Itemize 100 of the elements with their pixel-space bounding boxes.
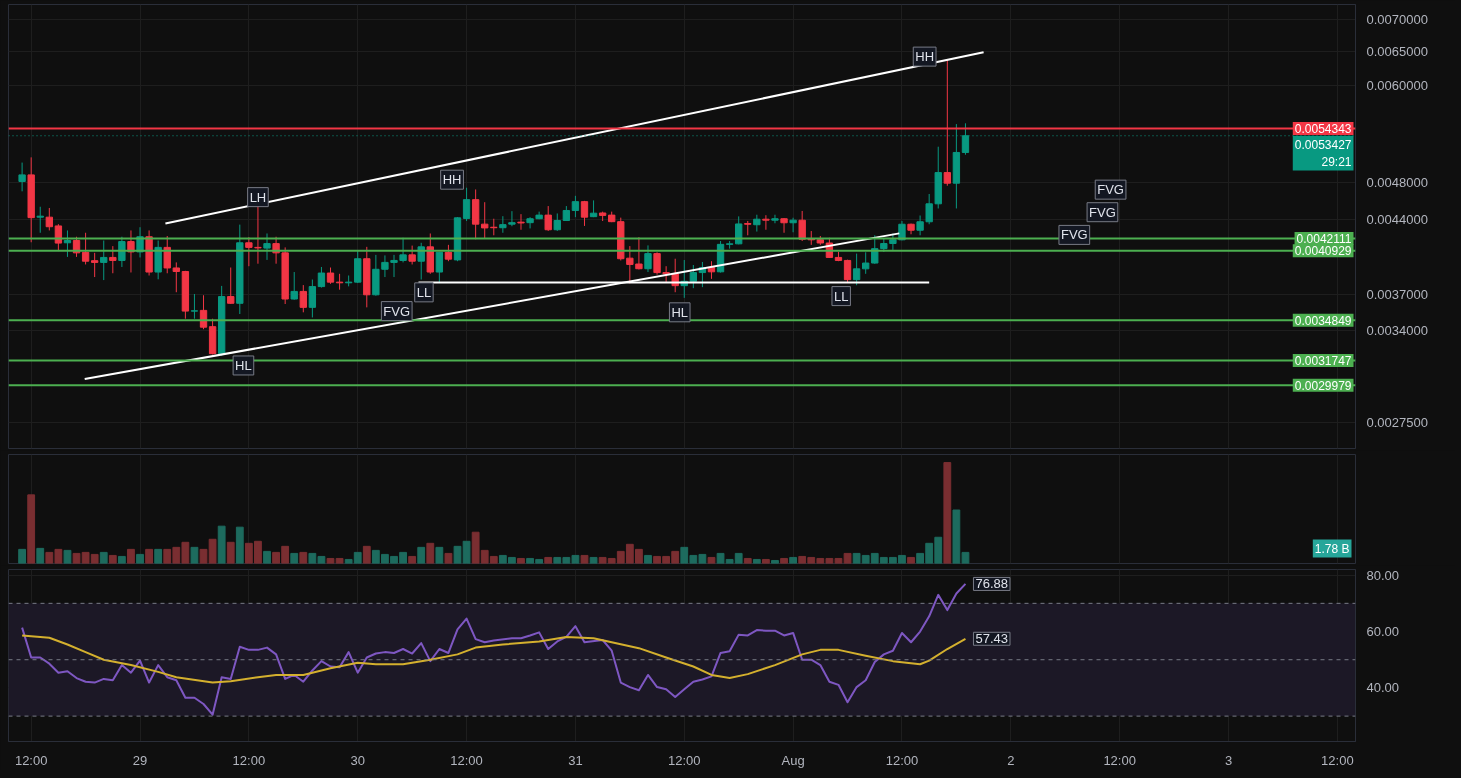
ref-line-label: 0.0029979	[1294, 378, 1352, 393]
bar	[408, 555, 417, 564]
y-tick-label: 0.0060000	[1366, 78, 1428, 94]
annotation: FVG	[1097, 182, 1124, 198]
bar	[362, 545, 371, 564]
candlestick	[789, 217, 797, 233]
bar	[907, 556, 915, 564]
bar	[589, 556, 598, 564]
annotation: 76.88	[975, 576, 1009, 592]
candlestick	[81, 232, 90, 265]
y-tick-label: 0.0044000	[1366, 212, 1428, 228]
annotation: 57.43	[975, 631, 1009, 647]
candlestick	[780, 217, 788, 234]
bar	[27, 494, 36, 564]
annotation: HL	[235, 357, 252, 373]
bar	[444, 552, 453, 564]
bar	[136, 553, 144, 564]
annotation: HL	[671, 304, 689, 320]
bar	[752, 558, 761, 564]
annotation: FVG	[383, 303, 411, 319]
x-tick-label: 12:00	[232, 752, 266, 768]
bar	[762, 558, 770, 564]
candlestick	[36, 206, 44, 234]
bar	[580, 554, 589, 564]
candlestick	[109, 245, 117, 274]
ref-line-label: 0.0040929	[1294, 244, 1352, 259]
candlestick	[299, 284, 307, 313]
y-tick-label: 80.00	[1366, 567, 1400, 583]
candlestick	[762, 214, 770, 231]
bar	[426, 542, 435, 564]
annotation: HH	[915, 49, 935, 65]
candlestick	[317, 266, 326, 289]
bar	[145, 548, 153, 564]
bar	[263, 550, 271, 564]
candlestick	[544, 205, 552, 232]
candlestick	[435, 251, 444, 284]
bar	[789, 556, 798, 564]
x-tick-label: 12:00	[885, 752, 919, 768]
y-tick-label: 0.0065000	[1366, 43, 1428, 59]
candlestick	[190, 293, 199, 320]
bar	[290, 552, 299, 564]
bar	[435, 546, 444, 564]
x-tick-label: 3	[1224, 752, 1233, 768]
x-tick-label: 12:00	[1103, 752, 1136, 768]
candlestick	[308, 279, 317, 318]
annotation: HH	[442, 172, 462, 188]
bar	[117, 555, 126, 564]
y-tick-label: 0.0027500	[1366, 415, 1428, 431]
candlestick	[354, 249, 362, 284]
y-tick-label: 0.0034000	[1366, 323, 1428, 339]
candlestick	[571, 195, 580, 218]
bar	[943, 462, 952, 564]
x-tick-label: 2	[1007, 752, 1015, 768]
bar	[235, 526, 244, 564]
bar	[517, 557, 525, 564]
x-tick-label: 12:00	[450, 752, 483, 768]
annotation: 1.78 B	[1314, 541, 1350, 556]
bar	[127, 548, 135, 564]
ref-line-label: 0.0054343	[1294, 121, 1352, 136]
bar	[417, 546, 426, 564]
annotation: LH	[249, 189, 267, 205]
x-tick-label: 12:00	[14, 752, 48, 768]
x-tick-label: 30	[350, 752, 365, 768]
bar	[644, 554, 652, 564]
bar	[108, 554, 117, 564]
bar	[780, 557, 788, 564]
y-tick-label: 0.0037000	[1366, 286, 1428, 302]
candlestick	[417, 242, 425, 281]
bar	[743, 557, 752, 564]
candlestick	[798, 210, 806, 242]
ref-line-label: 0.0053427 29:21	[1294, 137, 1352, 169]
annotation: LL	[833, 288, 849, 304]
bar	[226, 541, 235, 564]
bar	[154, 548, 163, 564]
bar	[299, 551, 308, 564]
candlestick	[771, 214, 779, 224]
candlestick	[18, 162, 26, 192]
candlestick	[580, 200, 589, 227]
y-tick-label: 60.00	[1366, 624, 1400, 640]
y-tick-label: 40.00	[1366, 680, 1400, 696]
candlestick	[227, 267, 235, 305]
candlestick	[462, 187, 471, 222]
x-tick-label: 12:00	[668, 752, 701, 768]
candlestick	[644, 244, 652, 273]
bar	[544, 556, 553, 564]
bar	[707, 556, 716, 564]
ref-line-label: 0.0031747	[1294, 354, 1352, 369]
bar	[99, 551, 108, 564]
bar	[217, 525, 226, 564]
annotation: LL	[416, 284, 432, 300]
candlestick	[517, 213, 525, 231]
candlestick	[852, 253, 861, 286]
x-tick-label: 12:00	[1321, 752, 1354, 768]
x-tick-label: Aug	[781, 752, 805, 768]
candlestick	[290, 271, 298, 301]
x-tick-label: 29	[132, 752, 148, 768]
y-tick-label: 0.0048000	[1366, 174, 1428, 190]
candlestick	[45, 207, 53, 231]
ref-line-label: 0.0034849	[1294, 313, 1352, 328]
candlestick	[91, 252, 99, 278]
